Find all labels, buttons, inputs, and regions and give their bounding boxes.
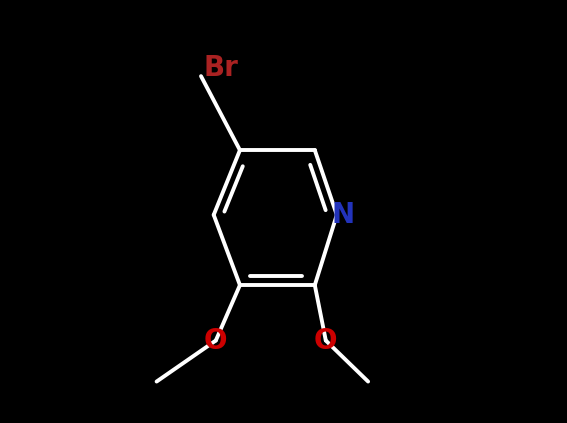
Text: N: N (332, 201, 355, 229)
Text: O: O (314, 327, 337, 354)
Text: Br: Br (203, 54, 238, 82)
Text: O: O (204, 327, 227, 354)
